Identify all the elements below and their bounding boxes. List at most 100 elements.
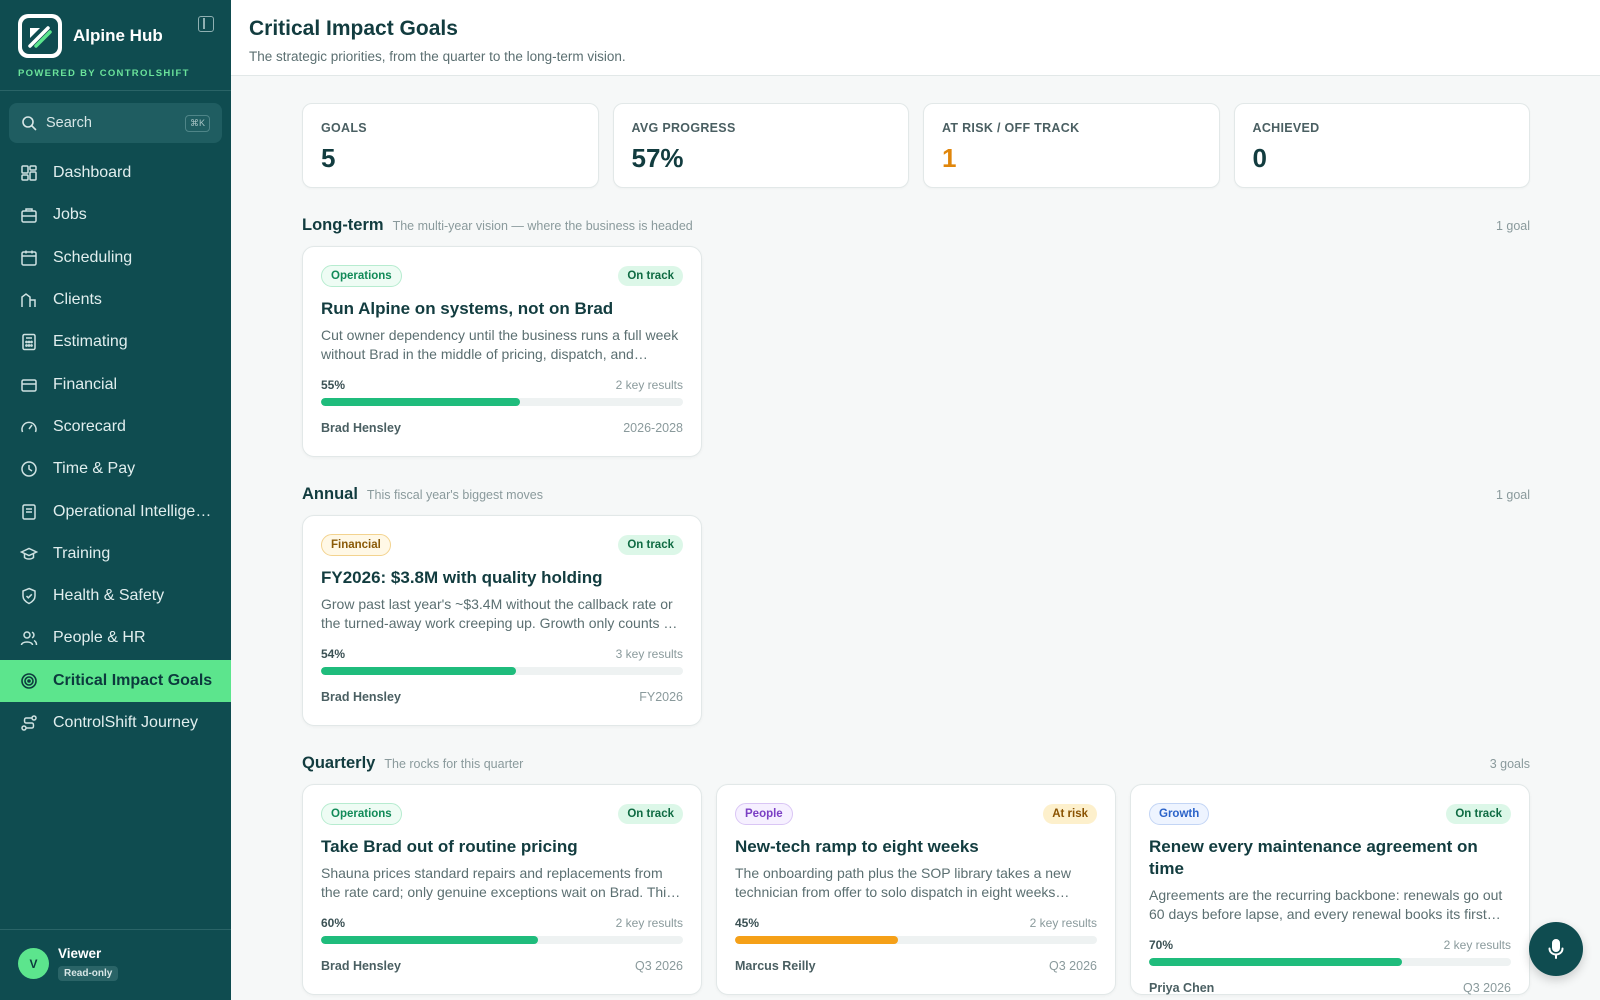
progress-fill [321,936,539,944]
sidebar-item-dashboard[interactable]: Dashboard [0,152,231,194]
section-description: This fiscal year's biggest moves [366,488,543,502]
sidebar-item-clients[interactable]: Clients [0,279,231,321]
goal-period: Q3 2026 [1463,981,1511,995]
stat-value: 57% [631,143,684,173]
dashboard-icon [20,164,38,182]
sidebar-item-scheduling[interactable]: Scheduling [0,237,231,279]
main-content: GOALS 5 AVG PROGRESS 57% AT RISK / OFF T… [302,103,1530,995]
progress-percent: 55% [321,378,346,392]
section-count: 1 goal [1495,488,1530,502]
keyboard-shortcut: ⌘K [184,114,210,132]
page-header: Critical Impact Goals The strategic prio… [231,0,1600,76]
sidebar-item-label: Clients [53,291,102,309]
wallet-icon [20,376,38,394]
stat-card-at-risk: AT RISK / OFF TRACK 1 [923,103,1220,188]
progress-bar [321,398,683,406]
goal-card[interactable]: Operations On track Run Alpine on system… [302,246,702,457]
goal-owner: Brad Hensley [321,690,401,704]
sidebar-nav: Dashboard Jobs Scheduling Clients Estima… [0,152,231,744]
sidebar-item-label: People & HR [53,629,146,647]
sidebar-item-label: Training [53,544,111,562]
sidebar-item-label: Health & Safety [53,587,165,605]
gauge-icon [20,418,38,436]
progress-percent: 60% [321,916,346,930]
user-name: Viewer [58,946,102,961]
divider [0,929,231,930]
divider [0,90,231,91]
sidebar-item-label: Estimating [53,333,128,351]
goal-card[interactable]: Operations On track Take Brad out of rou… [302,784,702,995]
stat-label: ACHIEVED [1252,121,1320,135]
section-description: The multi-year vision — where the busine… [392,219,693,233]
sidebar-item-training[interactable]: Training [0,533,231,575]
microphone-icon [1548,939,1564,959]
goal-title: FY2026: $3.8M with quality holding [321,568,603,587]
target-icon [20,672,38,690]
stat-label: AVG PROGRESS [631,121,736,135]
progress-fill [321,398,521,406]
sidebar-item-time-pay[interactable]: Time & Pay [0,448,231,490]
goal-title: Run Alpine on systems, not on Brad [321,299,614,318]
section-description: The rocks for this quarter [384,757,524,771]
calculator-icon [20,333,38,351]
goal-card[interactable]: Growth On track Renew every maintenance … [1130,784,1530,995]
progress-fill [735,936,898,944]
sidebar-item-jobs[interactable]: Jobs [0,194,231,236]
progress-fill [321,667,517,675]
sidebar-item-label: Jobs [53,206,87,224]
search-button[interactable]: Search ⌘K [9,103,222,143]
section-annual: Annual This fiscal year's biggest moves … [302,485,1530,726]
alpine-hub-logo[interactable] [18,14,62,58]
stats-row: GOALS 5 AVG PROGRESS 57% AT RISK / OFF T… [302,103,1530,188]
goal-period: Q3 2026 [635,959,683,973]
stat-card-goals: GOALS 5 [302,103,599,188]
sidebar-item-controlshift-journey[interactable]: ControlShift Journey [0,702,231,744]
stat-label: GOALS [321,121,367,135]
collapse-sidebar-icon[interactable] [198,16,214,32]
stat-label: AT RISK / OFF TRACK [942,121,1080,135]
goal-owner: Brad Hensley [321,421,401,435]
brand: Alpine Hub [0,0,231,58]
user-profile[interactable]: V Viewer Read-only [18,946,119,981]
goal-period: FY2026 [639,690,683,704]
goal-description: Shauna prices standard repairs and repla… [321,865,681,900]
key-results-count: 2 key results [1443,938,1511,952]
goal-card[interactable]: People At risk New-tech ramp to eight we… [716,784,1116,995]
sidebar-item-label: Dashboard [53,164,132,182]
stat-card-achieved: ACHIEVED 0 [1233,103,1530,188]
sidebar-item-financial[interactable]: Financial [0,363,231,405]
category-tag: People [735,803,793,825]
status-badge: On track [618,535,683,555]
section-count: 1 goal [1495,219,1530,233]
progress-percent: 45% [735,916,760,930]
key-results-count: 2 key results [615,378,683,392]
status-badge: On track [618,266,683,286]
sidebar-item-estimating[interactable]: Estimating [0,321,231,363]
sidebar-item-scorecard[interactable]: Scorecard [0,406,231,448]
search-label: Search [46,115,92,131]
sidebar-item-label: Scheduling [53,248,133,266]
stat-value: 5 [321,143,336,173]
sidebar-item-operational-intelligence[interactable]: Operational Intellige… [0,490,231,532]
goal-period: 2026-2028 [623,421,683,435]
category-tag: Operations [321,265,402,287]
section-count: 3 goals [1489,757,1530,771]
progress-percent: 70% [1149,938,1174,952]
goal-card[interactable]: Financial On track FY2026: $3.8M with qu… [302,515,702,726]
sidebar-item-critical-impact-goals[interactable]: Critical Impact Goals [0,659,231,702]
avatar: V [18,948,49,979]
search-icon [22,116,37,131]
sidebar-item-label: Financial [53,375,118,393]
progress-bar [321,936,683,944]
category-tag: Growth [1149,803,1210,825]
sidebar-item-people-hr[interactable]: People & HR [0,617,231,659]
progress-percent: 54% [321,647,346,661]
sidebar-item-label: Critical Impact Goals [53,671,213,689]
key-results-count: 2 key results [1029,916,1097,930]
people-icon [20,629,38,647]
sidebar-item-health-safety[interactable]: Health & Safety [0,575,231,617]
sidebar-item-label: Scorecard [53,417,126,435]
status-badge: On track [1446,804,1511,824]
goal-period: Q3 2026 [1049,959,1097,973]
voice-assistant-button[interactable] [1529,922,1583,976]
